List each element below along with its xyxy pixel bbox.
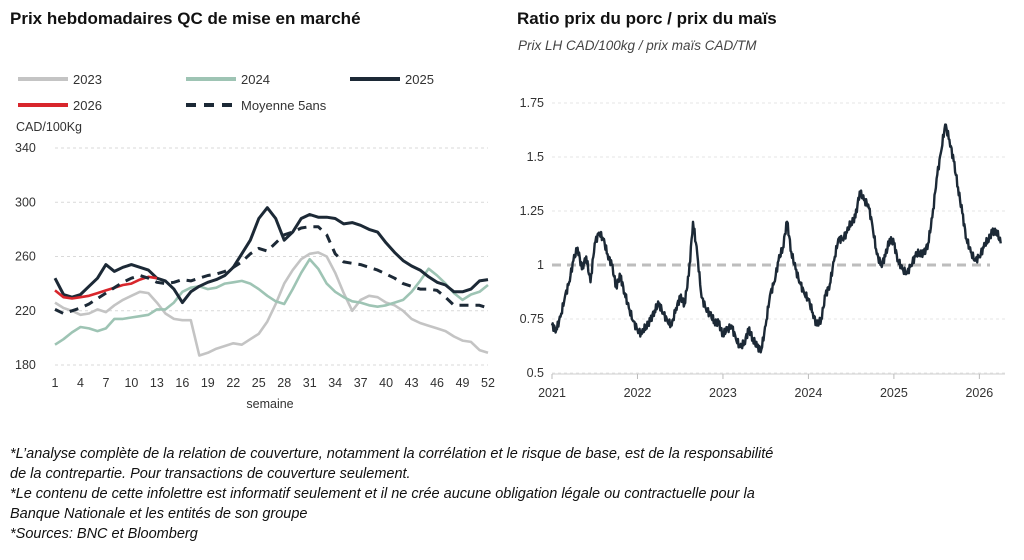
series-line-2023 bbox=[54, 251, 489, 357]
footer-line: de la contrepartie. Pour transactions de… bbox=[10, 466, 411, 482]
legend-label-moyenne-5ans: Moyenne 5ans bbox=[241, 98, 327, 113]
x-tick-label: 2026 bbox=[965, 386, 993, 400]
x-tick-label: 1 bbox=[52, 376, 59, 390]
y-tick-label: 340 bbox=[15, 141, 36, 155]
footer-line: *L’analyse complète de la relation de co… bbox=[10, 446, 774, 462]
y-tick-label: 1.75 bbox=[520, 96, 544, 110]
x-tick-label: 2021 bbox=[538, 386, 566, 400]
legend-label-2026: 2026 bbox=[73, 98, 102, 113]
footer-line: Banque Nationale et les entités de son g… bbox=[10, 506, 308, 522]
x-tick-label: 43 bbox=[405, 376, 419, 390]
series-line-ratio bbox=[550, 123, 1002, 354]
x-tick-label: 46 bbox=[430, 376, 444, 390]
footer-line: *Sources: BNC et Bloomberg bbox=[10, 526, 198, 542]
x-tick-label: 49 bbox=[456, 376, 470, 390]
x-tick-label: 31 bbox=[303, 376, 317, 390]
y-axis-ticks: 180 220 260 300 340 bbox=[15, 141, 36, 372]
y-tick-label: 1.5 bbox=[527, 150, 544, 164]
series-line-2024 bbox=[54, 257, 489, 346]
legend-label-2024: 2024 bbox=[241, 72, 270, 87]
legend: 2023 2024 2025 2026 Moyenne 5ans bbox=[18, 72, 434, 113]
y-tick-label: 0.5 bbox=[527, 366, 544, 380]
x-axis-label: semaine bbox=[246, 397, 293, 411]
x-tick-label: 4 bbox=[77, 376, 84, 390]
x-tick-label: 40 bbox=[379, 376, 393, 390]
legend-label-2025: 2025 bbox=[405, 72, 434, 87]
series-lines bbox=[550, 123, 1002, 354]
x-tick-label: 13 bbox=[150, 376, 164, 390]
gridlines bbox=[55, 147, 488, 366]
x-tick-label: 10 bbox=[124, 376, 138, 390]
x-tick-label: 34 bbox=[328, 376, 342, 390]
y-tick-label: 1 bbox=[537, 258, 544, 272]
x-tick-label: 25 bbox=[252, 376, 266, 390]
x-axis-ticks: 2021 2022 2023 2024 2025 2026 bbox=[538, 374, 993, 400]
series-line-2025 bbox=[53, 206, 489, 305]
y-axis-label: CAD/100Kg bbox=[16, 120, 82, 134]
y-tick-label: 220 bbox=[15, 304, 36, 318]
legend-label-2023: 2023 bbox=[73, 72, 102, 87]
footer-notes: *L’analyse complète de la relation de co… bbox=[10, 444, 1010, 544]
series-line-moyenne-5ans bbox=[54, 225, 489, 315]
y-axis-ticks: 0.5 0.75 1 1.25 1.5 1.75 bbox=[520, 96, 544, 380]
x-tick-label: 52 bbox=[481, 376, 495, 390]
y-tick-label: 1.25 bbox=[520, 204, 544, 218]
x-tick-label: 37 bbox=[354, 376, 368, 390]
x-tick-label: 28 bbox=[277, 376, 291, 390]
x-tick-label: 22 bbox=[226, 376, 240, 390]
right-chart-subtitle: Prix LH CAD/100kg / prix maïs CAD/TM bbox=[518, 38, 757, 53]
y-tick-label: 260 bbox=[15, 250, 36, 264]
y-tick-label: 300 bbox=[15, 195, 36, 209]
hog-corn-ratio-chart: 0.5 0.75 1 1.25 1.5 1.75 2021 2022 2023 2024 2025… bbox=[520, 96, 1005, 400]
x-tick-label: 2025 bbox=[880, 386, 908, 400]
x-tick-label: 16 bbox=[175, 376, 189, 390]
x-tick-label: 2022 bbox=[624, 386, 652, 400]
x-axis-ticks: 1 4 7 10 13 16 19 22 25 28 31 34 37 40 43 46 49 52 bbox=[52, 376, 495, 390]
gridlines bbox=[552, 102, 1005, 375]
y-tick-label: 180 bbox=[15, 358, 36, 372]
y-tick-label: 0.75 bbox=[520, 312, 544, 326]
footer-line: *Le contenu de cette infolettre est info… bbox=[10, 486, 755, 502]
x-tick-label: 7 bbox=[102, 376, 109, 390]
series-line-2026 bbox=[54, 275, 158, 300]
x-tick-label: 19 bbox=[201, 376, 215, 390]
series-lines bbox=[53, 206, 489, 357]
right-chart-title: Ratio prix du porc / prix du maïs bbox=[517, 9, 777, 28]
left-chart-title: Prix hebdomadaires QC de mise en marché bbox=[10, 9, 361, 28]
x-tick-label: 2024 bbox=[795, 386, 823, 400]
weekly-prices-chart: 2023 2024 2025 2026 Moyenne 5ans CAD/100Kg 1… bbox=[15, 72, 495, 411]
x-tick-label: 2023 bbox=[709, 386, 737, 400]
